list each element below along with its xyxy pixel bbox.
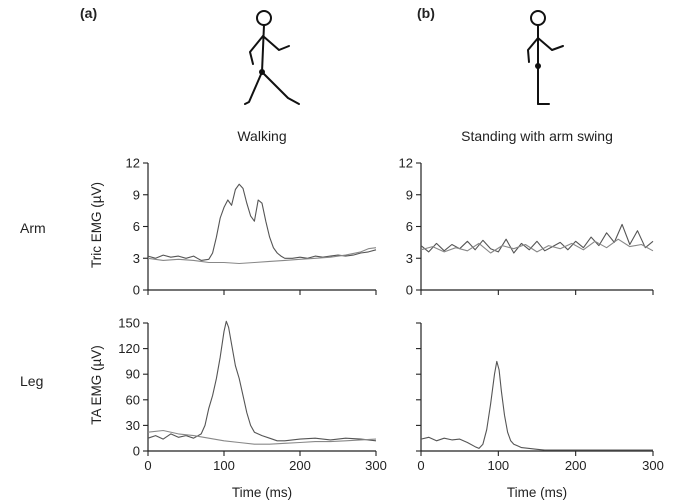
y-tick-label: 30 [126,418,140,433]
y-tick-label: 6 [406,219,413,234]
y-tick-label: 60 [126,392,140,407]
x-tick-label: 200 [565,458,587,473]
x-tick-label: 300 [365,458,387,473]
y-tick-label: 0 [406,283,413,298]
y-tick-label: 150 [118,316,140,331]
emg-trace-series-2 [147,429,377,445]
y-tick-label: 9 [406,187,413,202]
xlabel-time-a: Time (ms) [232,485,292,500]
plot-walking-leg: 0 30 60 90 120 150 0 100 200 300 [118,316,387,474]
walking-figure-icon [244,10,300,105]
y-tick-label: 6 [133,219,140,234]
y-tick-label: 3 [406,251,413,266]
x-tick-label: 100 [487,458,509,473]
emg-trace-series-1 [420,360,653,451]
y-tick-label: 3 [133,251,140,266]
row-label-leg: Leg [20,373,43,389]
y-tick-label: 90 [126,367,140,382]
x-tick-label: 0 [417,458,424,473]
x-tick-label: 200 [289,458,311,473]
emg-trace-series-2 [420,238,654,254]
y-tick-label: 0 [133,444,140,459]
xlabel-time-b: Time (ms) [507,485,567,500]
emg-trace-series-1 [147,320,377,442]
emg-trace-series-1 [147,183,377,261]
standing-figure-icon [527,10,564,105]
plot-standing-arm: 0 3 6 9 12 [399,156,654,298]
y-tick-label: 9 [133,187,140,202]
row-label-arm: Arm [20,220,46,236]
x-tick-label: 0 [144,458,151,473]
y-tick-label: 120 [118,341,140,356]
plot-walking-arm: 0 3 6 9 12 [126,156,377,298]
ylabel-ta-emg: TA EMG (µV) [89,345,104,425]
panel-b-label: (b) [417,5,435,21]
standing-title: Standing with arm swing [461,128,613,144]
x-tick-label: 100 [213,458,235,473]
walking-title: Walking [237,128,286,144]
x-tick-label: 300 [642,458,664,473]
panel-a-label: (a) [80,5,97,21]
y-tick-label: 12 [399,156,413,171]
plot-standing-leg: 0 100 200 300 [416,322,664,473]
ylabel-tric-emg: Tric EMG (µV) [89,182,104,268]
y-tick-label: 0 [133,283,140,298]
y-tick-label: 12 [126,156,140,171]
emg-trace-series-2 [147,247,377,265]
